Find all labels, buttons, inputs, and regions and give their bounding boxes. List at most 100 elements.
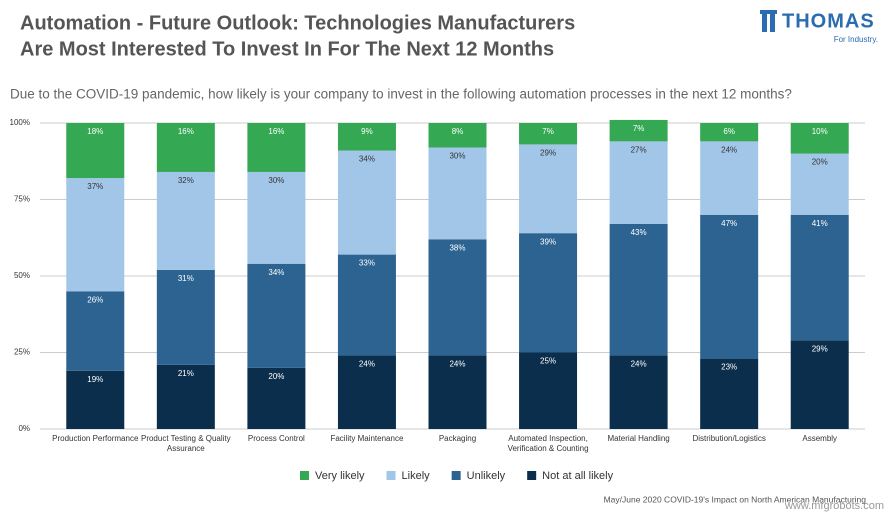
data-label: 21% <box>178 369 194 378</box>
subtitle: Due to the COVID-19 pandemic, how likely… <box>10 87 792 102</box>
data-label: 7% <box>633 124 645 133</box>
data-label: 34% <box>268 268 284 277</box>
bar-segment <box>66 178 125 292</box>
bar-segment <box>156 123 215 172</box>
bar-segment <box>428 147 487 240</box>
legend-label: Very likely <box>315 470 365 482</box>
data-label: 30% <box>268 176 284 185</box>
y-tick-label: 75% <box>14 195 30 204</box>
data-label: 30% <box>449 152 465 161</box>
data-label: 24% <box>449 360 465 369</box>
data-label: 19% <box>87 375 103 384</box>
data-label: 31% <box>178 274 194 283</box>
bar-segment <box>700 358 759 429</box>
bar-segment <box>428 355 487 429</box>
bar-segment <box>790 340 849 429</box>
bar-segment <box>519 123 578 145</box>
bar-segment <box>609 119 668 142</box>
logo-icon <box>762 10 767 32</box>
bar-segment <box>609 223 668 356</box>
x-tick-label: Distribution/Logistics <box>692 434 766 443</box>
legend-swatch <box>451 471 461 480</box>
x-tick-label: Facility Maintenance <box>330 434 404 443</box>
legend-label: Likely <box>402 470 431 482</box>
data-label: 26% <box>87 295 103 304</box>
x-tick-label: Automated Inspection, Verification & Cou… <box>507 434 589 453</box>
data-label: 10% <box>812 127 828 136</box>
data-label: 38% <box>449 243 465 252</box>
bar-segment <box>790 214 849 341</box>
bar-segment <box>247 367 306 429</box>
bar-segment <box>337 150 396 255</box>
x-tick-label: Assembly <box>802 434 838 443</box>
y-tick-label: 25% <box>14 348 30 357</box>
data-label: 29% <box>812 344 828 353</box>
bar-segment <box>609 355 668 429</box>
bar-segment <box>337 123 396 151</box>
data-label: 34% <box>359 155 375 164</box>
bar-segment <box>700 141 759 215</box>
data-label: 24% <box>721 145 737 154</box>
data-label: 7% <box>542 127 554 136</box>
bar-segment <box>156 364 215 429</box>
legend-swatch <box>527 471 537 480</box>
bar-segment <box>66 123 125 179</box>
bar-segment <box>428 239 487 356</box>
bar-segment <box>337 355 396 429</box>
x-tick-label: Production Performance <box>52 434 139 443</box>
data-label: 47% <box>721 219 737 228</box>
logo-icon <box>760 10 777 14</box>
data-label: 9% <box>361 127 373 136</box>
bar-segment <box>609 141 668 224</box>
data-label: 29% <box>540 149 556 158</box>
logo-icon <box>770 10 775 32</box>
data-label: 25% <box>540 357 556 366</box>
data-label: 6% <box>723 127 735 136</box>
x-tick-label: Product Testing & Quality Assurance <box>140 434 231 453</box>
data-label: 27% <box>631 145 647 154</box>
title: Automation - Future Outlook: Technologie… <box>20 12 575 34</box>
data-label: 37% <box>87 182 103 191</box>
bar-segment <box>790 123 849 154</box>
data-label: 16% <box>178 127 194 136</box>
bar-segment <box>700 123 759 142</box>
data-label: 18% <box>87 127 103 136</box>
bar-segment <box>519 352 578 429</box>
y-tick-label: 0% <box>18 424 30 433</box>
bar-segment <box>156 269 215 365</box>
data-label: 8% <box>452 127 464 136</box>
x-tick-label: Process Control <box>247 434 305 443</box>
bar-segment <box>519 233 578 353</box>
data-label: 43% <box>631 228 647 237</box>
data-label: 16% <box>268 127 284 136</box>
bar-segment <box>700 214 759 359</box>
y-tick-label: 100% <box>10 118 30 127</box>
bar-segment <box>790 153 849 215</box>
watermark: www.mfgrobots.com <box>784 500 884 512</box>
legend-swatch <box>386 471 396 480</box>
data-label: 20% <box>268 372 284 381</box>
data-label: 24% <box>359 360 375 369</box>
data-label: 41% <box>812 219 828 228</box>
x-tick-label: Packaging <box>438 434 477 443</box>
data-label: 23% <box>721 363 737 372</box>
data-label: 20% <box>812 158 828 167</box>
bar-segment <box>156 171 215 270</box>
title: Are Most Interested To Invest In For The… <box>20 38 554 60</box>
bar-segment <box>428 123 487 148</box>
bar-segment <box>66 291 125 371</box>
data-label: 39% <box>540 237 556 246</box>
legend-swatch <box>300 471 309 480</box>
bar-segment <box>247 171 306 264</box>
bar-segment <box>66 370 125 429</box>
x-tick-label: Material Handling <box>607 434 670 443</box>
bar-segment <box>247 263 306 368</box>
data-label: 32% <box>178 176 194 185</box>
bar-segment <box>519 144 578 234</box>
bar-segment <box>247 123 306 172</box>
data-label: 24% <box>631 360 647 369</box>
data-label: 33% <box>359 259 375 268</box>
y-tick-label: 50% <box>14 271 30 280</box>
